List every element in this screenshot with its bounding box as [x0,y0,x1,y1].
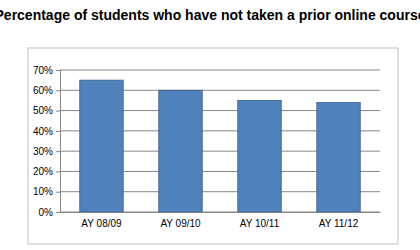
x-axis-line [61,212,381,213]
y-tick-mark [56,111,60,112]
x-tick-label: AY 08/09 [81,218,122,229]
y-tick-mark [56,70,60,71]
y-tick-mark [56,151,60,152]
chart-frame [28,48,398,244]
y-tick: 60% [33,85,60,96]
y-tick: 0% [39,207,60,218]
y-tick-mark [56,90,60,91]
bars [80,80,360,212]
x-tick: AY 11/12 [319,212,359,229]
x-axis: AY 08/09 AY 09/10 AY 10/11 AY 11/12 [61,212,381,229]
x-tick-label: AY 10/11 [240,218,280,229]
y-tick-label: 50% [33,105,53,116]
x-tick-label: AY 09/10 [160,218,201,229]
bar [159,90,202,212]
y-tick: 70% [33,65,60,76]
x-tick: AY 08/09 [81,212,122,229]
y-tick: 20% [33,166,60,177]
x-tick: AY 09/10 [160,212,201,229]
y-tick-mark [56,171,60,172]
plot: 0%10%20%30%40%50%60%70%AY 08/09AY 09/10A… [33,65,381,229]
y-tick-mark [56,192,60,193]
grid-line [60,70,380,71]
x-tick: AY 10/11 [240,212,280,229]
y-tick-label: 60% [33,85,53,96]
y-tick: 30% [33,146,60,157]
chart: Percentage of students who have not take… [0,0,420,250]
bar [80,80,123,212]
y-tick: 50% [33,105,60,116]
y-tick: 40% [33,126,60,137]
bar [317,102,360,212]
title: Percentage of students who have not take… [0,7,420,23]
y-tick-label: 70% [33,65,53,76]
y-tick: 10% [33,186,60,197]
grid [60,70,380,212]
y-tick-label: 40% [33,126,53,137]
y-tick-label: 30% [33,146,53,157]
y-tick-label: 0% [39,207,54,218]
y-tick-mark [56,212,60,213]
bar [238,100,281,212]
y-axis: 0% 10% 20% 30% 40% 50% 60% 70% [33,65,61,218]
y-tick-label: 20% [33,166,53,177]
y-tick-mark [56,131,60,132]
y-axis-line [56,71,61,213]
y-tick-label: 10% [33,186,53,197]
x-tick-label: AY 11/12 [319,218,359,229]
